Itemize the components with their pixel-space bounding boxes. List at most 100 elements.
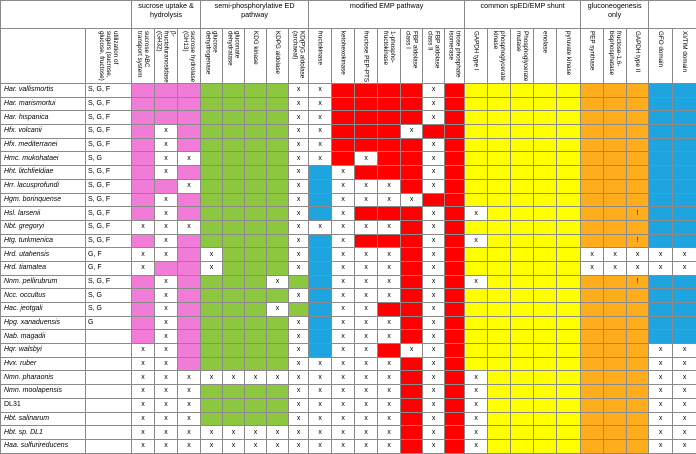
gene-cell	[445, 289, 465, 303]
gene-cell	[223, 166, 245, 180]
gene-cell: !	[627, 207, 649, 221]
utilization: G, F	[86, 248, 132, 262]
gene-cell	[649, 179, 673, 193]
gene-cell	[378, 111, 401, 125]
gene-cell: x	[289, 426, 309, 440]
gene-cell	[649, 275, 673, 289]
gene-cell: x	[201, 426, 223, 440]
gene-cell	[511, 220, 534, 234]
gene-cell: x	[132, 371, 155, 385]
gene-cell	[604, 193, 627, 207]
gene-cell	[445, 398, 465, 412]
gene-cell	[488, 398, 511, 412]
gene-cell	[534, 84, 557, 98]
gene-cell: x	[132, 261, 155, 275]
gene-cell: x	[378, 371, 401, 385]
gene-cell	[627, 125, 649, 139]
gene-cell	[627, 111, 649, 125]
gene-cell: x	[423, 330, 445, 344]
gene-cell	[465, 261, 488, 275]
gene-cell	[511, 344, 534, 358]
gene-cell	[401, 261, 423, 275]
gene-cell	[155, 97, 178, 111]
gene-cell	[581, 152, 604, 166]
column-header: FBP aldolase class I	[401, 29, 423, 84]
gene-cell	[178, 289, 201, 303]
column-header: GFO domain	[649, 29, 673, 84]
gene-cell	[201, 357, 223, 371]
gene-cell	[581, 439, 604, 453]
gene-cell	[201, 385, 223, 399]
gene-cell	[245, 385, 267, 399]
gene-cell	[557, 179, 581, 193]
gene-cell	[132, 289, 155, 303]
gene-cell	[378, 97, 401, 111]
gene-cell	[488, 234, 511, 248]
gene-cell	[378, 125, 401, 139]
gene-cell	[378, 234, 401, 248]
gene-cell	[423, 193, 445, 207]
column-label: glucose dehydrogenase	[205, 29, 219, 83]
gene-cell	[604, 385, 627, 399]
organism-name: Hrd. tiamatea	[1, 261, 86, 275]
gene-cell: x	[332, 179, 355, 193]
gene-cell	[511, 193, 534, 207]
gene-cell	[309, 316, 332, 330]
gene-cell	[604, 289, 627, 303]
gene-cell	[581, 275, 604, 289]
gene-cell: x	[332, 166, 355, 180]
gene-cell: x	[649, 344, 673, 358]
gene-cell: x	[289, 344, 309, 358]
utilization: S, G, F	[86, 193, 132, 207]
gene-cell	[465, 357, 488, 371]
gene-cell: x	[178, 371, 201, 385]
gene-cell: x	[332, 330, 355, 344]
gene-cell	[488, 97, 511, 111]
gene-cell: x	[332, 426, 355, 440]
gene-cell	[649, 166, 673, 180]
gene-cell: x	[355, 193, 378, 207]
gene-cell	[511, 248, 534, 262]
column-label: GFO domain	[657, 29, 664, 83]
utilization-header: utilization of sugars (sucrose, glucose,…	[98, 29, 119, 83]
gene-cell	[627, 330, 649, 344]
gene-cell: x	[155, 330, 178, 344]
gene-cell	[223, 152, 245, 166]
gene-cell: x	[289, 398, 309, 412]
gene-cell: x	[423, 166, 445, 180]
gene-cell: x	[604, 248, 627, 262]
gene-cell	[581, 357, 604, 371]
gene-cell: x	[649, 371, 673, 385]
gene-cell	[155, 261, 178, 275]
gene-cell: x	[355, 344, 378, 358]
gene-cell	[604, 412, 627, 426]
gene-cell: x	[289, 152, 309, 166]
gene-cell: x	[178, 152, 201, 166]
gene-cell: x	[332, 357, 355, 371]
gene-cell: x	[673, 371, 696, 385]
gene-cell	[309, 166, 332, 180]
gene-cell	[309, 289, 332, 303]
gene-cell	[401, 84, 423, 98]
gene-cell	[557, 412, 581, 426]
gene-cell	[604, 234, 627, 248]
gene-cell	[488, 426, 511, 440]
gene-cell: x	[378, 193, 401, 207]
gene-cell	[445, 125, 465, 139]
gene-cell	[534, 275, 557, 289]
column-header: glucose dehydrogenase	[201, 29, 223, 84]
group-title: semi-phosphorylative ED pathway	[201, 1, 309, 29]
gene-cell: x	[465, 412, 488, 426]
column-header: phosphoglycerate kinase	[488, 29, 511, 84]
gene-cell	[557, 303, 581, 317]
gene-cell	[581, 125, 604, 139]
gene-cell	[289, 275, 309, 289]
gene-cell: x	[465, 426, 488, 440]
utilization: S, G, F	[86, 125, 132, 139]
gene-cell: x	[355, 426, 378, 440]
gene-cell	[378, 84, 401, 98]
column-label: fructokinase	[317, 29, 324, 83]
